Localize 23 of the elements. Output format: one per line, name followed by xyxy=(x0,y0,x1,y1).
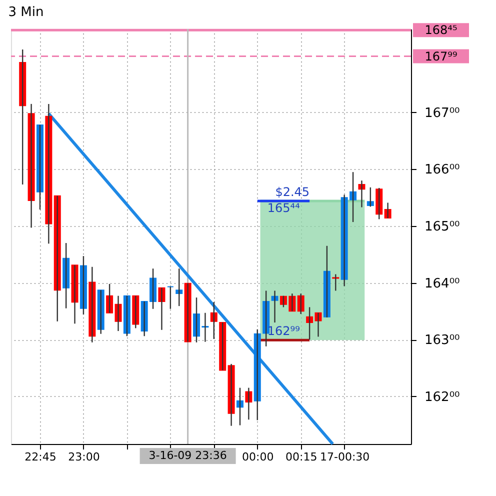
annotation: $2.45 xyxy=(275,185,310,200)
annotation: 162⁹⁹ xyxy=(267,324,300,338)
x-tick-label: 22:45 xyxy=(24,450,56,464)
y-tick-label: 162⁰⁰ xyxy=(424,390,460,405)
y-tick-label: 166⁰⁰ xyxy=(424,162,460,178)
x-tick-label: 00:00 xyxy=(242,450,274,464)
candlestick xyxy=(219,322,226,371)
ref-line-label: 168⁴⁵ xyxy=(424,23,458,38)
candlestick xyxy=(176,268,183,307)
candlestick xyxy=(184,282,192,342)
chart-title: 3 Min xyxy=(8,5,44,20)
x-tick-label: 00:15 xyxy=(286,450,318,464)
candlestick xyxy=(332,274,340,292)
candlestick xyxy=(166,286,174,310)
y-tick-label: 165⁰⁰ xyxy=(424,219,460,234)
ref-line-label: 167⁹⁹ xyxy=(424,49,458,64)
annotation: 165⁴⁴ xyxy=(267,201,300,216)
y-tick-label: 167⁰⁰ xyxy=(424,106,460,121)
y-tick-label: 164⁰⁰ xyxy=(424,276,460,292)
x-tick-label: 23:00 xyxy=(68,450,100,464)
ref-line-label: 3-16-09 23:36 xyxy=(148,449,227,462)
y-tick-label: 163⁰⁰ xyxy=(424,333,460,348)
x-tick-label: 17-00:30 xyxy=(320,450,370,464)
